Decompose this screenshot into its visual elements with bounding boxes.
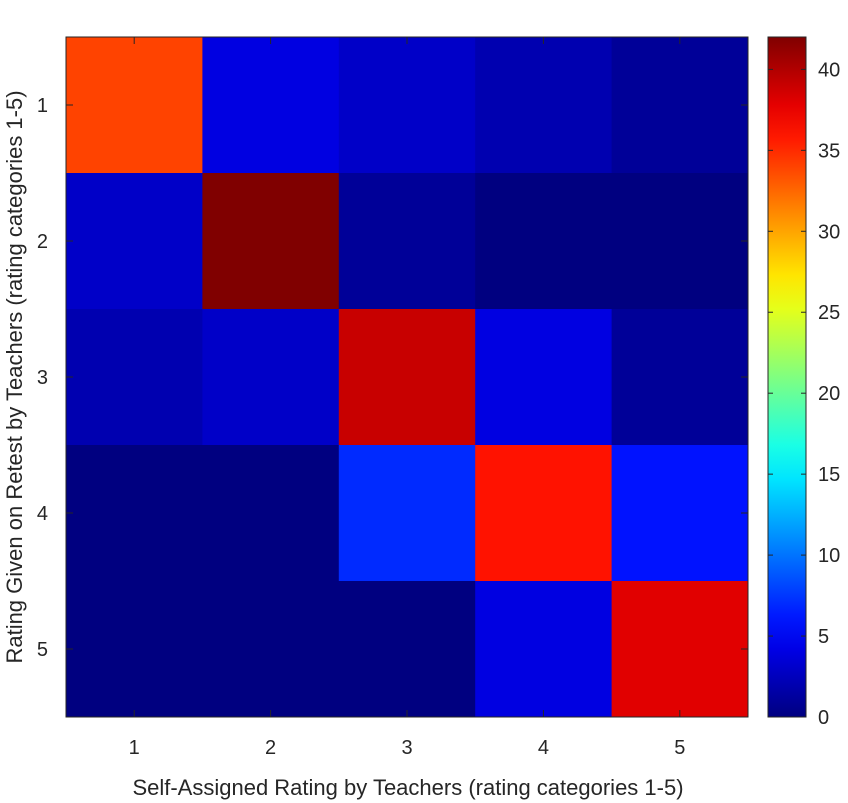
- x-axis-ticks: 1 2 3 4 5: [129, 37, 685, 759]
- heatmap-cell-r1-c3: [338, 37, 476, 174]
- colorbar-gradient: [767, 36, 807, 718]
- colorbar-tick-label: 20: [818, 383, 840, 405]
- y-tick-label: 3: [37, 367, 48, 389]
- heatmap-cell-r2-c1: [66, 173, 203, 310]
- heatmap-cell-r5-c5: [611, 581, 749, 718]
- colorbar-tick-label: 40: [818, 59, 840, 81]
- heatmap-cell-r3-c4: [475, 309, 613, 446]
- heatmap-cell-r5-c4: [475, 581, 613, 718]
- heatmap-cell-r1-c1: [66, 37, 203, 174]
- heatmap-cell-r3-c3: [338, 309, 476, 446]
- heatmap-cell-r1-c2: [202, 37, 340, 174]
- colorbar-tick-label: 30: [818, 221, 840, 243]
- colorbar: 0 5 10 15 20 25 30 35 40: [767, 36, 840, 729]
- heatmap-cell-r4-c1: [66, 445, 203, 582]
- heatmap-cell-r4-c2: [202, 445, 340, 582]
- colorbar-tick-label: 0: [818, 707, 829, 729]
- heatmap-cell-r5-c2: [202, 581, 340, 718]
- y-axis-ticks: 1 2 3 4 5: [37, 95, 748, 661]
- y-axis-label: Rating Given on Retest by Teachers (rati…: [2, 90, 27, 663]
- x-tick-label: 2: [265, 737, 276, 759]
- y-tick-label: 4: [37, 503, 48, 525]
- heatmap-cell-r3-c2: [202, 309, 340, 446]
- heatmap-cell-r1-c4: [475, 37, 613, 174]
- y-tick-label: 5: [37, 639, 48, 661]
- colorbar-tick-label: 5: [818, 626, 829, 648]
- heatmap-cell-r2-c5: [611, 173, 749, 310]
- heatmap-cell-r5-c3: [338, 581, 476, 718]
- heatmap-cell-r3-c1: [66, 309, 203, 446]
- heatmap-cell-r4-c4: [475, 445, 613, 582]
- y-tick-label: 1: [37, 95, 48, 117]
- colorbar-tick-label: 15: [818, 464, 840, 486]
- heatmap-cell-r4-c3: [338, 445, 476, 582]
- heatmap-cells: [66, 37, 749, 718]
- x-axis-label: Self-Assigned Rating by Teachers (rating…: [132, 775, 683, 800]
- heatmap-cell-r3-c5: [611, 309, 749, 446]
- colorbar-tick-label: 35: [818, 140, 840, 162]
- colorbar-tick-label: 25: [818, 302, 840, 324]
- x-tick-label: 1: [129, 737, 140, 759]
- heatmap-cell-r4-c5: [611, 445, 749, 582]
- heatmap-cell-r1-c5: [611, 37, 749, 174]
- x-tick-label: 4: [538, 737, 549, 759]
- x-tick-label: 3: [401, 737, 412, 759]
- heatmap-cell-r2-c3: [338, 173, 476, 310]
- heatmap-cell-r2-c4: [475, 173, 613, 310]
- heatmap-cell-r2-c2: [202, 173, 340, 310]
- x-tick-label: 5: [674, 737, 685, 759]
- y-tick-label: 2: [37, 231, 48, 253]
- colorbar-tick-label: 10: [818, 545, 840, 567]
- heatmap-cell-r5-c1: [66, 581, 203, 718]
